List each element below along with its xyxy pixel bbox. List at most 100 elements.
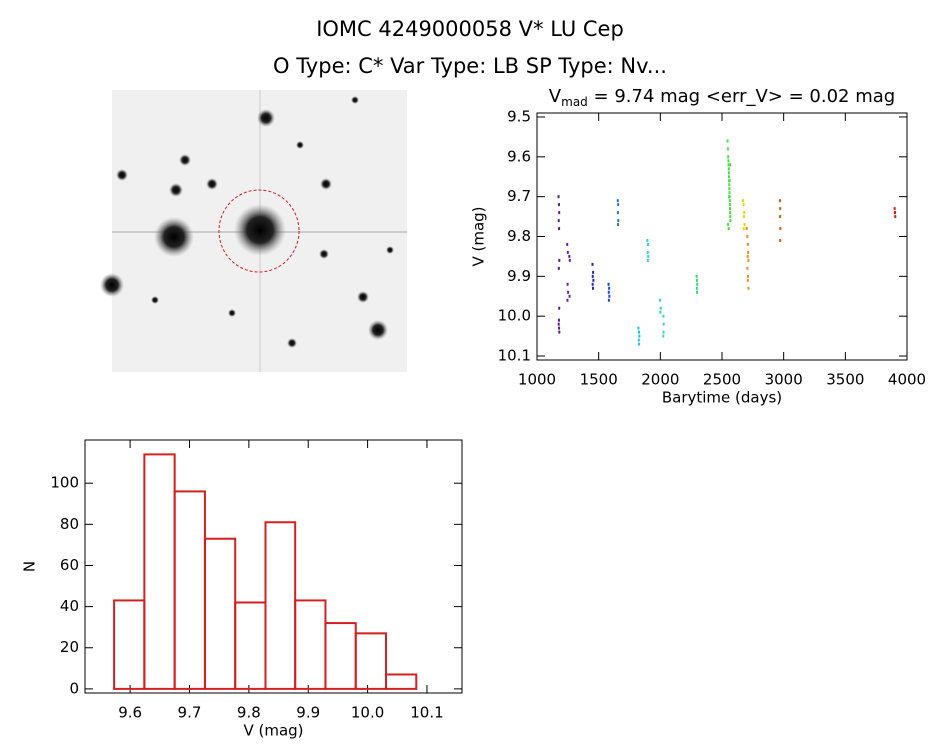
data-point — [728, 191, 731, 195]
x-tick-label: 3000 — [765, 371, 803, 389]
x-tick-label: 9.6 — [118, 704, 142, 722]
data-point — [659, 310, 662, 314]
data-point — [616, 199, 619, 203]
data-point — [747, 274, 750, 278]
data-point — [568, 254, 571, 258]
data-point — [696, 290, 699, 294]
histogram-bar — [234, 601, 267, 690]
data-point — [557, 318, 560, 322]
data-point — [647, 242, 649, 246]
chart-title-part: V — [549, 86, 562, 107]
data-point — [557, 322, 560, 326]
histogram-bar — [294, 599, 327, 690]
data-point — [746, 266, 749, 270]
data-point — [607, 282, 610, 286]
data-point — [742, 227, 745, 231]
data-point — [695, 278, 698, 282]
axis-box — [84, 439, 463, 694]
data-point — [893, 207, 896, 211]
data-point — [695, 286, 698, 290]
data-point — [557, 203, 560, 207]
data-point — [778, 199, 781, 203]
data-point — [591, 286, 594, 290]
axis-box — [536, 112, 908, 361]
x-tick-label: 1500 — [580, 371, 618, 389]
data-point — [558, 227, 561, 231]
data-point — [637, 330, 640, 334]
data-point — [727, 167, 730, 171]
data-point — [742, 203, 745, 207]
x-tick-label: 2000 — [641, 371, 679, 389]
data-point — [727, 227, 730, 231]
x-tick-label: 4000 — [888, 371, 926, 389]
data-point — [646, 258, 649, 262]
data-point — [591, 262, 594, 266]
data-point — [726, 147, 729, 151]
y-tick-label: 9.6 — [507, 147, 531, 165]
data-point — [747, 258, 750, 262]
data-point — [743, 211, 746, 215]
histogram-bar — [203, 537, 237, 690]
histogram-bar — [385, 673, 418, 690]
data-point — [558, 211, 561, 215]
x-tick-label: 10.0 — [351, 704, 384, 722]
x-tick-label: 9.9 — [296, 704, 320, 722]
x-tick-label: 3500 — [826, 371, 864, 389]
page-subtitle: O Type: C* Var Type: LB SP Type: Nv... — [273, 54, 667, 78]
histogram-bar — [324, 622, 357, 690]
data-point — [608, 294, 611, 298]
data-point — [729, 215, 732, 219]
data-point — [747, 286, 750, 290]
data-point — [728, 187, 731, 191]
data-point — [637, 338, 640, 342]
data-point — [726, 139, 729, 143]
data-point — [567, 290, 570, 294]
data-point — [779, 238, 782, 242]
data-point — [662, 334, 665, 338]
y-tick-label: 60 — [60, 556, 79, 574]
y-tick-label: 9.8 — [507, 227, 531, 245]
data-point — [727, 155, 730, 159]
chart-title-part: = 9.74 mag <err_V> = 0.02 mag — [588, 86, 895, 107]
data-point — [728, 199, 731, 203]
y-axis-label: N — [21, 561, 39, 572]
x-tick-label: 2500 — [703, 371, 741, 389]
data-point — [591, 282, 594, 286]
x-tick-label: 10.1 — [410, 704, 443, 722]
data-point — [696, 282, 699, 286]
y-tick-label: 9.5 — [507, 107, 531, 125]
data-point — [558, 326, 561, 330]
y-tick-label: 9.7 — [507, 187, 531, 205]
data-point — [566, 282, 569, 286]
data-point — [558, 330, 561, 334]
data-point — [728, 175, 731, 179]
data-point — [607, 290, 610, 294]
data-point — [558, 306, 561, 310]
data-point — [557, 266, 560, 270]
data-point — [727, 163, 730, 167]
data-point — [662, 314, 665, 318]
x-tick-label: 9.8 — [237, 704, 261, 722]
chart-title-part: mad — [561, 95, 588, 109]
data-point — [558, 258, 561, 262]
data-point — [662, 322, 665, 326]
data-point — [566, 242, 569, 246]
y-tick-label: 80 — [60, 515, 79, 533]
data-point — [695, 274, 698, 278]
data-point — [779, 207, 782, 211]
y-tick-label: 40 — [60, 597, 79, 615]
x-tick-label: 1000 — [518, 371, 556, 389]
data-point — [617, 203, 620, 207]
data-point — [779, 227, 782, 231]
histogram-bar — [173, 490, 206, 690]
sky-image — [100, 90, 407, 372]
data-point — [557, 195, 560, 199]
data-point — [727, 159, 730, 163]
data-point — [566, 298, 569, 302]
x-tick-label: 9.7 — [178, 704, 202, 722]
data-point — [646, 250, 649, 254]
data-point — [729, 219, 732, 223]
histogram-bar — [113, 599, 146, 690]
data-point — [662, 330, 665, 334]
data-point — [893, 211, 896, 215]
